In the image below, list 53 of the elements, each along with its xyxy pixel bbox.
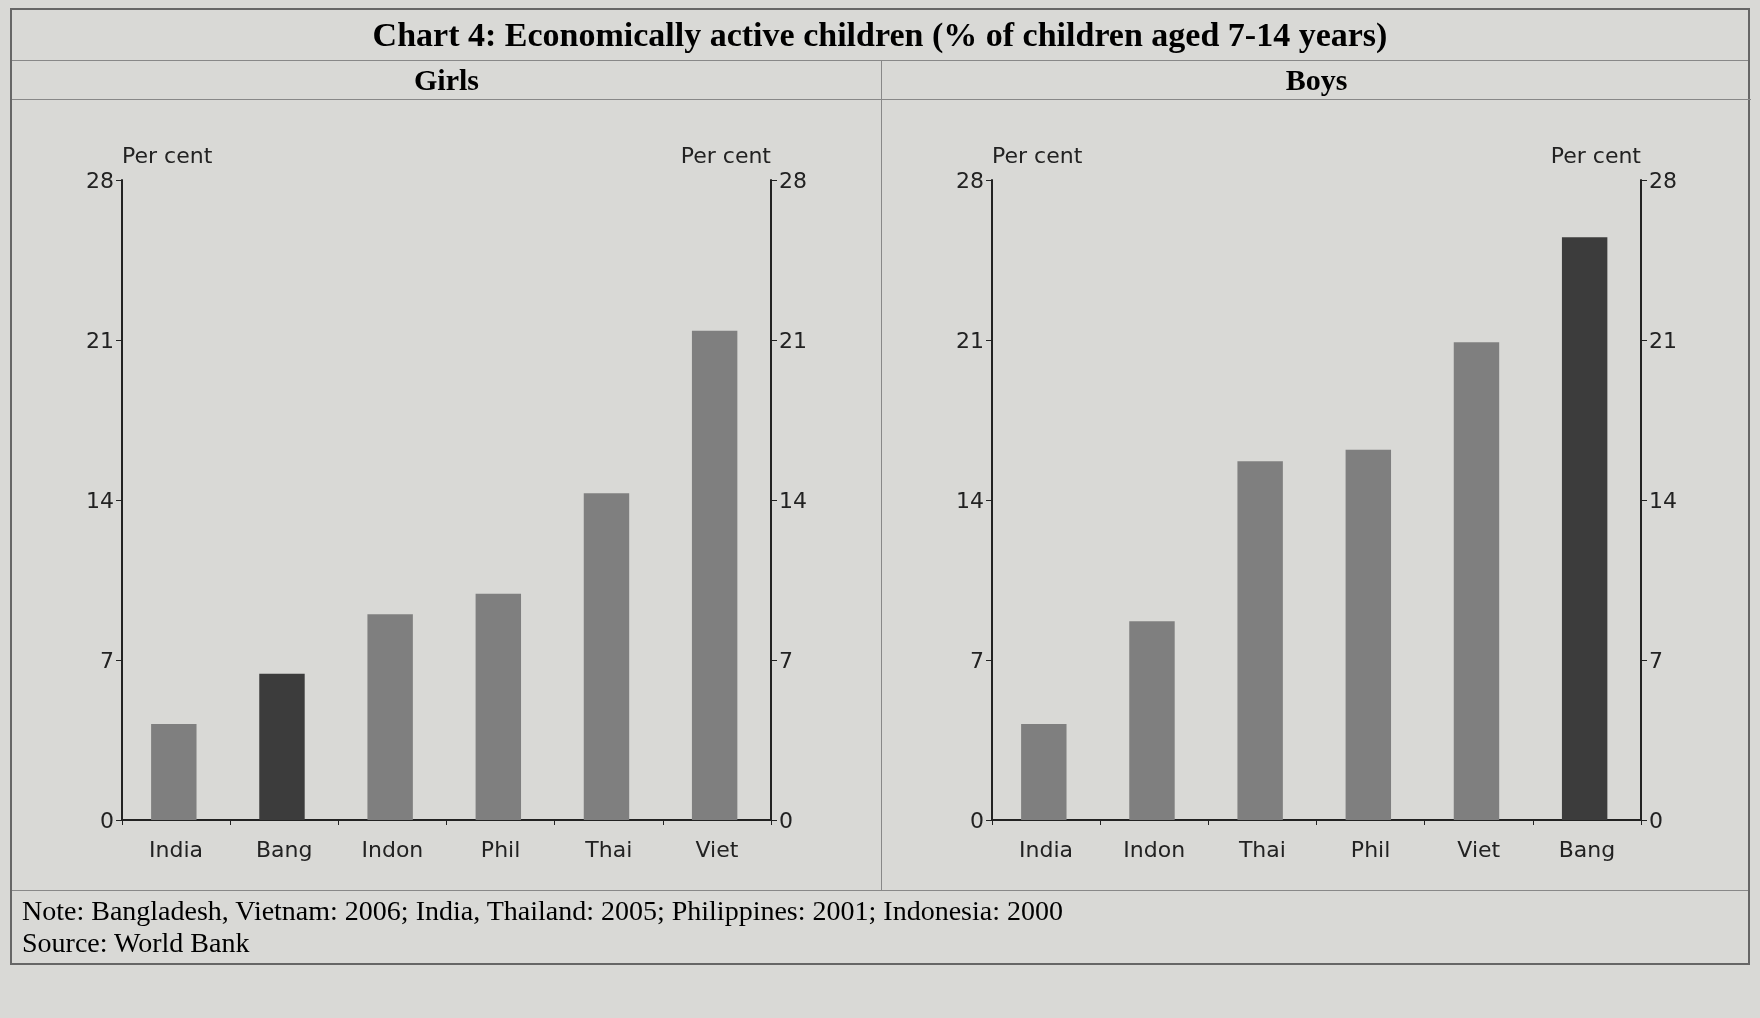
x-tick-label: Viet (1457, 836, 1501, 862)
x-tick-label: Indon (361, 836, 424, 862)
y-tick-label: 7 (100, 647, 114, 673)
bar (691, 330, 738, 820)
chart-title: Girls (12, 61, 881, 100)
x-tick-label: India (1019, 836, 1074, 862)
y-tick-label: 14 (956, 487, 984, 513)
x-tick-label: Phil (480, 836, 521, 862)
bar (367, 614, 413, 820)
y-axis-title: Per cent (992, 142, 1083, 168)
bar (151, 724, 197, 820)
y2-tick-label: 28 (779, 167, 807, 193)
x-tick-label: Thai (584, 836, 633, 862)
x-tick-label: Viet (695, 836, 739, 862)
y2-tick-label: 0 (779, 807, 793, 833)
x-tick-label: Bang (1558, 836, 1616, 862)
bar (1129, 621, 1175, 820)
y-tick-label: 14 (86, 487, 114, 513)
y2-tick-label: 28 (1649, 167, 1677, 193)
y-tick-label: 28 (956, 167, 984, 193)
source-note: Source: World Bank (22, 927, 251, 959)
bar (1021, 724, 1067, 820)
y-axis-title: Per cent (122, 142, 213, 168)
y2-tick-label: 21 (779, 327, 807, 353)
bar (259, 673, 305, 820)
y-tick-label: 0 (100, 807, 114, 833)
y2-tick-label: 0 (1649, 807, 1663, 833)
x-tick-label: Thai (1237, 836, 1286, 862)
y-tick-label: 28 (86, 167, 114, 193)
bar (1237, 461, 1283, 820)
bar (1561, 237, 1608, 820)
y2-tick-label: 14 (1649, 487, 1677, 513)
x-tick-label: Indon (1123, 836, 1186, 862)
y2-tick-label: 14 (779, 487, 807, 513)
y-tick-label: 21 (86, 327, 114, 353)
y-tick-label: 0 (970, 807, 984, 833)
x-tick-label: Phil (1350, 836, 1391, 862)
y-tick-label: 7 (970, 647, 984, 673)
bar (1453, 342, 1500, 820)
bar (475, 593, 522, 820)
y2-axis-title: Per cent (680, 142, 772, 168)
y2-tick-label: 21 (1649, 327, 1677, 353)
chart-title: Boys (882, 61, 1751, 100)
y-tick-label: 21 (956, 327, 984, 353)
caption: Chart 4: Economically active children (% of children aged 7-14 years) (12, 10, 1748, 61)
x-tick-label: Bang (256, 836, 313, 862)
y2-tick-label: 7 (779, 647, 793, 673)
text: Note: Bangladesh, Vietnam: 2006; India, Thailand: 2005; Philippines: 2001; Indonesia: 2000 (22, 895, 1064, 927)
y2-tick-label: 7 (1649, 647, 1663, 673)
y2-axis-title: Per cent (1550, 142, 1642, 168)
x-tick-label: India (149, 836, 204, 862)
bar (583, 493, 630, 820)
bar (1345, 449, 1392, 820)
